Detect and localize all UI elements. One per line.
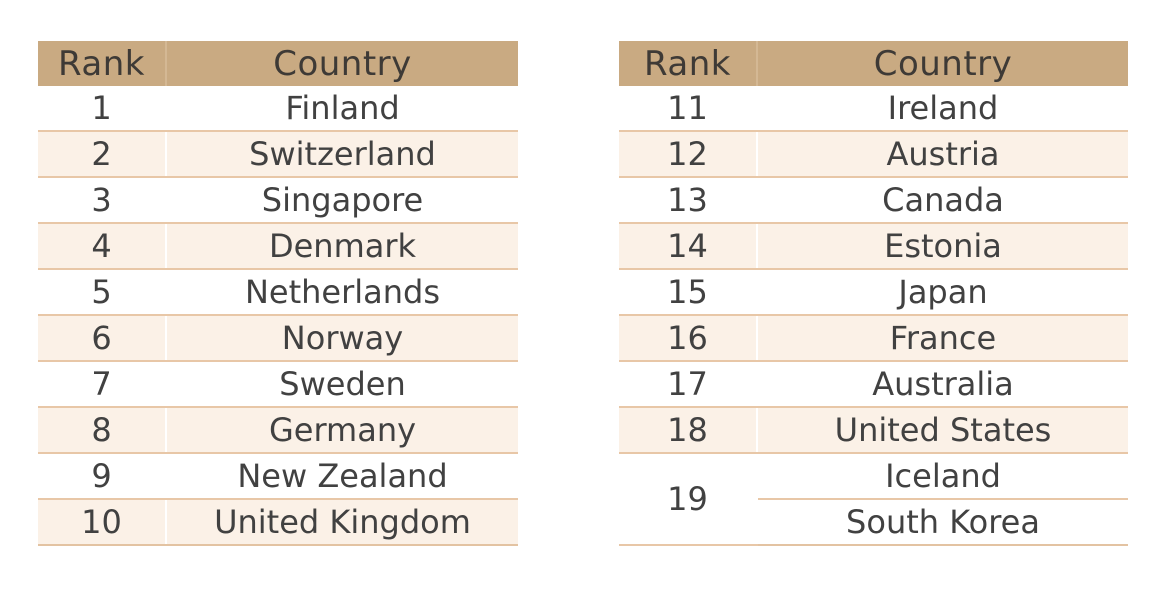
table-row: South Korea: [619, 499, 1128, 546]
table-row: 4 Denmark: [38, 223, 518, 270]
country-cell: South Korea: [757, 499, 1128, 546]
rank-cell: 18: [619, 407, 758, 454]
rank-cell: 6: [38, 315, 167, 362]
country-cell: Denmark: [166, 223, 518, 270]
rank-cell: 11: [619, 86, 758, 132]
rank-cell: 1: [38, 86, 167, 132]
rank-cell: 15: [619, 269, 758, 316]
table-row: 3 Singapore: [38, 177, 518, 224]
ranking-table-right: Rank Country 11 Ireland 12 Austria 13 Canad…: [619, 41, 1128, 546]
table-row: 11 Ireland: [619, 86, 1128, 132]
country-header: Country: [757, 41, 1128, 86]
country-cell: Iceland: [757, 453, 1128, 500]
rank-cell: 5: [38, 269, 167, 316]
country-cell: Canada: [757, 177, 1128, 224]
country-cell: France: [757, 315, 1128, 362]
table-row: 13 Canada: [619, 177, 1128, 224]
table-row: 12 Austria: [619, 131, 1128, 178]
table-row: 5 Netherlands: [38, 269, 518, 316]
table-row: 8 Germany: [38, 407, 518, 454]
rank-cell: 13: [619, 177, 758, 224]
country-cell: Germany: [166, 407, 518, 454]
country-cell: Finland: [166, 86, 518, 132]
country-cell: Ireland: [757, 86, 1128, 132]
rank-cell: 16: [619, 315, 758, 362]
country-cell: Norway: [166, 315, 518, 362]
table-row: 9 New Zealand: [38, 453, 518, 500]
table-row: 17 Australia: [619, 361, 1128, 408]
table-row: 1 Finland: [38, 86, 518, 132]
rank-cell: 9: [38, 453, 167, 500]
header-row: Rank Country: [619, 41, 1128, 86]
rank-header: Rank: [38, 41, 167, 86]
rank-cell: 14: [619, 223, 758, 270]
country-cell: New Zealand: [166, 453, 518, 500]
table-row: 7 Sweden: [38, 361, 518, 408]
table-row: 16 France: [619, 315, 1128, 362]
country-cell: Austria: [757, 131, 1128, 178]
country-header: Country: [166, 41, 518, 86]
table-row: 10 United Kingdom: [38, 499, 518, 546]
table-row: 19 Iceland: [619, 453, 1128, 546]
table-row: 2 Switzerland: [38, 131, 518, 178]
country-cell: Singapore: [166, 177, 518, 224]
country-cell: Japan: [757, 269, 1128, 316]
rank-cell: 3: [38, 177, 167, 224]
table-row: 6 Norway: [38, 315, 518, 362]
rank-cell: 12: [619, 131, 758, 178]
country-cell: United States: [757, 407, 1128, 454]
country-cell: Sweden: [166, 361, 518, 408]
rank-cell: 4: [38, 223, 167, 270]
country-cell: Australia: [757, 361, 1128, 408]
rank-header: Rank: [619, 41, 758, 86]
country-cell: Netherlands: [166, 269, 518, 316]
country-cell: Switzerland: [166, 131, 518, 178]
rank-cell: 17: [619, 361, 758, 408]
header-row: Rank Country: [38, 41, 518, 86]
rank-cell: 8: [38, 407, 167, 454]
table-row: 15 Japan: [619, 269, 1128, 316]
rank-cell: 10: [38, 499, 167, 546]
country-cell: United Kingdom: [166, 499, 518, 546]
table-row: 14 Estonia: [619, 223, 1128, 270]
country-cell: Estonia: [757, 223, 1128, 270]
ranking-table-left: Rank Country 1 Finland 2 Switzerland 3 Sing…: [38, 41, 518, 546]
rank-cell: 2: [38, 131, 167, 178]
table-row: 18 United States: [619, 407, 1128, 454]
rank-cell: 19: [619, 453, 758, 546]
rank-cell: 7: [38, 361, 167, 408]
